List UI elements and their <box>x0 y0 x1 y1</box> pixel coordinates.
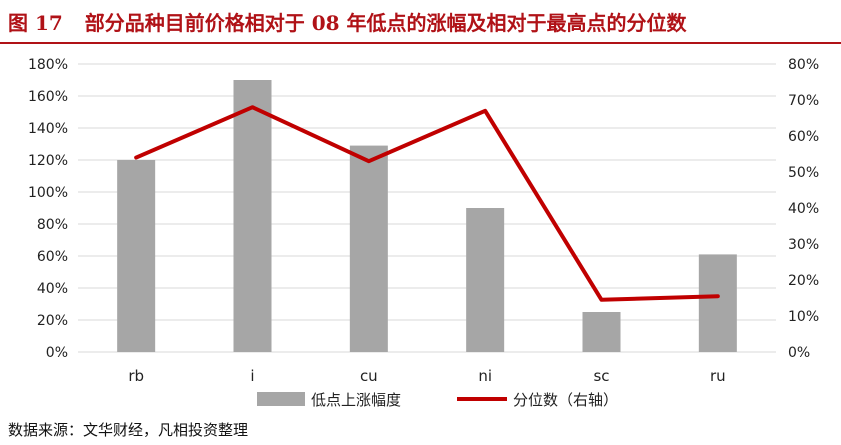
x-tick-label: rb <box>128 367 144 385</box>
source-note: 数据来源：文华财经，凡相投资整理 <box>8 421 249 439</box>
y-right-tick-label: 40% <box>788 201 819 217</box>
y-right-tick-label: 30% <box>788 237 819 253</box>
x-tick-label: cu <box>360 367 378 385</box>
line-point <box>716 294 720 298</box>
x-tick-label: i <box>250 367 254 385</box>
title-divider <box>0 42 841 44</box>
bar <box>466 208 505 352</box>
bar <box>233 80 272 352</box>
bar <box>349 145 388 352</box>
y-left-tick-label: 80% <box>37 217 68 233</box>
line-point <box>251 105 254 109</box>
y-right-tick-label: 60% <box>788 129 819 145</box>
combo-chart: 0% 20% 40% 60% 80% 100% 120% 140% 160% 180% 0% 10% 2… <box>28 57 819 409</box>
y-left-tick-label: 20% <box>37 313 68 329</box>
y-left-tick-label: 100% <box>28 185 68 201</box>
x-tick-label: ru <box>710 367 726 385</box>
bar <box>117 160 156 352</box>
legend-label-bar: 低点上涨幅度 <box>311 391 401 409</box>
y-left-tick-label: 160% <box>28 89 68 105</box>
y-right-tick-label: 10% <box>788 309 819 325</box>
bar <box>698 254 737 352</box>
line-point <box>134 156 138 160</box>
figure-title-text: 部分品种目前价格相对于 08 年低点的涨幅及相对于最高点的分位数 <box>84 10 687 35</box>
figure-number: 图 17 <box>8 10 63 35</box>
series-line <box>134 105 720 302</box>
legend-label-line: 分位数（右轴） <box>513 391 618 409</box>
y-right-tick-label: 70% <box>788 93 819 109</box>
figure-title: 图 17 部分品种目前价格相对于 08 年低点的涨幅及相对于最高点的分位数 <box>0 0 841 42</box>
line-point <box>483 109 487 113</box>
y-right-tick-label: 80% <box>788 57 819 73</box>
bar <box>582 312 621 352</box>
legend-swatch-bar <box>257 392 305 406</box>
line-point <box>367 159 371 163</box>
y-left-tick-label: 60% <box>37 249 68 265</box>
y-right-tick-label: 50% <box>788 165 819 181</box>
x-tick-label: sc <box>593 367 609 385</box>
y-left-tick-label: 140% <box>28 121 68 137</box>
y-right-tick-label: 20% <box>788 273 819 289</box>
y-left-tick-label: 0% <box>46 345 68 361</box>
y-left-tick-label: 120% <box>28 153 68 169</box>
y-right-tick-label: 0% <box>788 345 810 361</box>
x-tick-label: ni <box>478 367 492 385</box>
y-left-tick-label: 40% <box>37 281 68 297</box>
y-left-tick-label: 180% <box>28 57 68 73</box>
line-point <box>600 298 603 302</box>
